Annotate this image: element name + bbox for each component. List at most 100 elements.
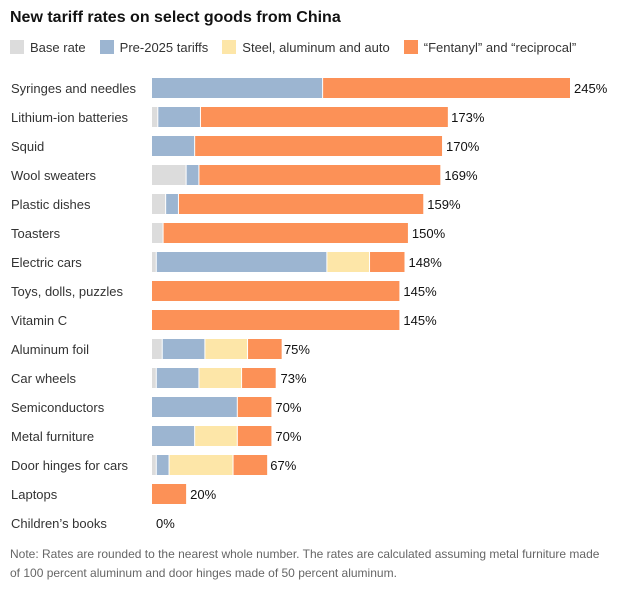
bar-row-laptops: Laptops 20% <box>11 484 217 504</box>
bar-segment-fentanyl-and-reciprocal <box>152 281 400 301</box>
bar-segment-pre-2025-tariffs <box>165 194 179 214</box>
bar-segment-fentanyl-and-reciprocal <box>194 136 443 156</box>
bar-segment-fentanyl-and-reciprocal <box>178 194 424 214</box>
bar-segment-pre-2025-tariffs <box>156 252 327 272</box>
bar-segment-base-rate <box>152 223 164 243</box>
bar-segment-pre-2025-tariffs <box>156 368 199 388</box>
value-label: 150% <box>412 226 446 241</box>
bar-segment-pre-2025-tariffs <box>186 165 199 185</box>
value-label: 67% <box>270 458 296 473</box>
value-label: 73% <box>281 371 307 386</box>
value-label: 145% <box>403 284 437 299</box>
bar-segment-fentanyl-and-reciprocal <box>200 107 448 127</box>
value-label: 75% <box>284 342 310 357</box>
category-label: Car wheels <box>11 371 77 386</box>
legend-item-fentanyl-reciprocal: “Fentanyl” and “reciprocal” <box>403 39 577 55</box>
bar-row-metal-furniture: Metal furniture 70% <box>11 426 302 446</box>
value-label: 245% <box>574 81 608 96</box>
category-label: Syringes and needles <box>11 81 137 96</box>
bar-row-semiconductors: Semiconductors 70% <box>11 397 302 417</box>
value-label: 148% <box>409 255 443 270</box>
category-label: Laptops <box>11 487 58 502</box>
bar-segment-base-rate <box>152 194 166 214</box>
legend-label-steel-aluminum-auto: Steel, aluminum and auto <box>242 39 390 55</box>
legend-label-base-rate: Base rate <box>30 39 86 55</box>
legend-swatch-fentanyl-reciprocal <box>403 40 418 54</box>
bar-row-toasters: Toasters 150% <box>11 223 446 243</box>
bar-row-electric-cars: Electric cars 148% <box>11 252 442 272</box>
category-label: Door hinges for cars <box>11 458 129 473</box>
legend-label-fentanyl-reciprocal: “Fentanyl” and “reciprocal” <box>423 39 577 55</box>
bar-segment-base-rate <box>152 339 163 359</box>
bar-segment-pre-2025-tariffs <box>162 339 205 359</box>
bar-segment-pre-2025-tariffs <box>157 107 201 127</box>
legend-item-pre-2025: Pre-2025 tariffs <box>99 39 209 55</box>
category-label: Metal furniture <box>11 429 94 444</box>
bar-row-children-s-books: Children’s books 0% <box>11 516 175 531</box>
category-label: Lithium-ion batteries <box>11 110 129 125</box>
bar-row-plastic-dishes: Plastic dishes 159% <box>11 194 461 214</box>
bar-row-toys-dolls-puzzles: Toys, dolls, puzzles 145% <box>11 281 437 301</box>
bar-segment-fentanyl-and-reciprocal <box>163 223 408 243</box>
legend-swatch-steel-aluminum-auto <box>222 40 237 54</box>
bar-segment-base-rate <box>152 368 157 388</box>
bar-segment-fentanyl-and-reciprocal <box>369 252 405 272</box>
bar-segment-steel-aluminum-and-auto <box>194 426 238 446</box>
value-label: 173% <box>451 110 485 125</box>
bar-segment-pre-2025-tariffs <box>152 426 195 446</box>
value-label: 0% <box>156 516 175 531</box>
bar-row-aluminum-foil: Aluminum foil 75% <box>11 339 310 359</box>
category-label: Toasters <box>11 226 61 241</box>
category-label: Aluminum foil <box>11 342 89 357</box>
bar-row-vitamin-c: Vitamin C 145% <box>11 310 437 330</box>
category-label: Vitamin C <box>11 313 67 328</box>
bar-row-wool-sweaters: Wool sweaters 169% <box>11 165 478 185</box>
chart-title: New tariff rates on select goods from Ch… <box>10 9 341 26</box>
category-label: Electric cars <box>11 255 82 270</box>
bar-segment-fentanyl-and-reciprocal <box>152 484 187 504</box>
category-label: Semiconductors <box>11 400 105 415</box>
bar-segment-base-rate <box>152 252 157 272</box>
value-label: 159% <box>427 197 461 212</box>
legend-swatch-pre-2025 <box>99 40 114 54</box>
bar-row-syringes-and-needles: Syringes and needles 245% <box>11 78 608 98</box>
legend-item-base-rate: Base rate <box>10 40 86 55</box>
bar-segment-fentanyl-and-reciprocal <box>322 78 570 98</box>
bar-segment-fentanyl-and-reciprocal <box>152 310 400 330</box>
bar-segment-fentanyl-and-reciprocal <box>233 455 268 475</box>
bar-segment-pre-2025-tariffs <box>152 397 238 417</box>
bar-segment-fentanyl-and-reciprocal <box>198 165 441 185</box>
chart-note: Note: Rates are rounded to the nearest w… <box>10 547 600 580</box>
bar-segment-steel-aluminum-and-auto <box>169 455 234 475</box>
legend-item-steel-aluminum-auto: Steel, aluminum and auto <box>222 39 390 55</box>
category-label: Wool sweaters <box>11 168 97 183</box>
bar-row-lithium-ion-batteries: Lithium-ion batteries 173% <box>11 107 485 127</box>
category-label: Children’s books <box>11 516 107 531</box>
bar-segment-base-rate <box>152 107 158 127</box>
bar-chart: Syringes and needles 245% Lithium-ion batt… <box>11 78 608 531</box>
bar-row-squid: Squid 170% <box>11 136 480 156</box>
bar-segment-fentanyl-and-reciprocal <box>247 339 282 359</box>
legend: Base rate Pre-2025 tariffs Steel, alumin… <box>10 38 590 56</box>
value-label: 20% <box>190 487 216 502</box>
bar-row-door-hinges-for-cars: Door hinges for cars 67% <box>11 455 297 475</box>
value-label: 170% <box>446 139 480 154</box>
bar-segment-fentanyl-and-reciprocal <box>237 426 272 446</box>
bar-segment-pre-2025-tariffs <box>152 136 195 156</box>
bar-segment-base-rate <box>152 165 187 185</box>
value-label: 145% <box>403 313 437 328</box>
bar-segment-fentanyl-and-reciprocal <box>241 368 276 388</box>
legend-label-pre-2025: Pre-2025 tariffs <box>119 39 209 55</box>
category-label: Plastic dishes <box>11 197 91 212</box>
bar-segment-fentanyl-and-reciprocal <box>237 397 272 417</box>
value-label: 169% <box>444 168 478 183</box>
category-label: Squid <box>11 139 44 154</box>
bar-segment-steel-aluminum-and-auto <box>326 252 370 272</box>
bar-segment-steel-aluminum-and-auto <box>198 368 242 388</box>
bar-segment-base-rate <box>152 455 157 475</box>
bar-segment-steel-aluminum-and-auto <box>204 339 248 359</box>
category-label: Toys, dolls, puzzles <box>11 284 123 299</box>
bar-segment-pre-2025-tariffs <box>152 78 323 98</box>
bar-row-car-wheels: Car wheels 73% <box>11 368 307 388</box>
value-label: 70% <box>275 429 301 444</box>
